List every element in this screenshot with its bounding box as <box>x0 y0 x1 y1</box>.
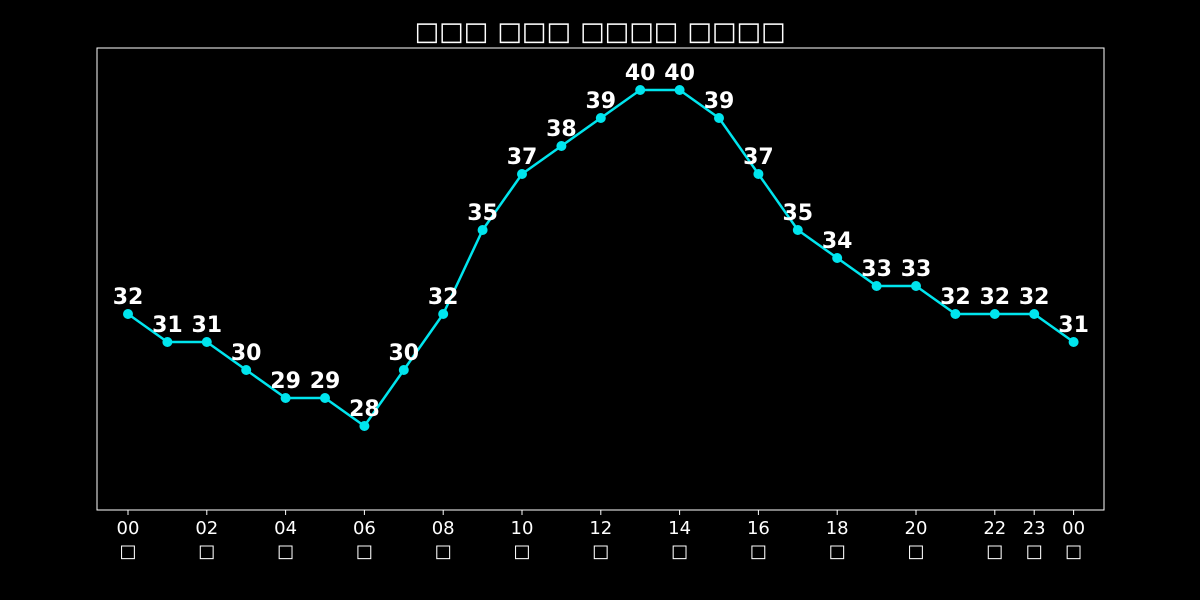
data-point <box>517 169 527 179</box>
data-label: 31 <box>1058 313 1089 338</box>
data-point <box>201 337 212 347</box>
data-point <box>320 393 330 403</box>
data-point <box>674 85 685 95</box>
data-label: 37 <box>743 145 774 170</box>
data-point <box>280 393 291 403</box>
data-label: 32 <box>940 285 971 310</box>
data-label: 34 <box>822 229 853 254</box>
data-point <box>1068 337 1079 347</box>
data-label: 39 <box>704 89 735 114</box>
data-point <box>556 141 567 151</box>
data-label: 37 <box>507 145 538 170</box>
x-tick-unit-label: □ <box>435 541 452 562</box>
data-label: 40 <box>625 61 656 86</box>
x-tick-label: 23 <box>1023 518 1046 539</box>
data-label: 30 <box>388 341 419 366</box>
data-label: 32 <box>979 285 1010 310</box>
x-tick-unit-label: □ <box>750 541 767 562</box>
series-group <box>123 85 1079 431</box>
data-labels-group: 32 31 31 30 29 29 28 30 32 35 37 38 39 40 40 39 37 35 34 33… <box>113 61 1089 422</box>
x-axis-ticks: 00□02□04□06□08□10□12□14□16□18□20□22□23□0… <box>117 510 1085 562</box>
x-tick-unit-label: □ <box>1065 541 1082 562</box>
data-label: 35 <box>782 201 813 226</box>
data-point <box>635 85 646 95</box>
data-point <box>911 281 921 291</box>
data-point <box>359 421 370 431</box>
data-point <box>871 281 882 291</box>
x-tick-unit-label: □ <box>198 541 215 562</box>
data-point <box>241 365 252 375</box>
x-tick-label: 16 <box>747 518 770 539</box>
x-tick-label: 00 <box>1062 518 1085 539</box>
data-label: 29 <box>310 369 341 394</box>
data-point <box>595 113 606 123</box>
x-tick-label: 06 <box>353 518 376 539</box>
x-tick-label: 20 <box>905 518 928 539</box>
data-label: 32 <box>1019 285 1050 310</box>
x-tick-unit-label: □ <box>513 541 530 562</box>
data-label: 28 <box>349 397 380 422</box>
x-tick-label: 22 <box>983 518 1006 539</box>
data-point <box>792 225 803 235</box>
data-label: 39 <box>585 89 616 114</box>
x-tick-unit-label: □ <box>119 541 136 562</box>
data-label: 30 <box>231 341 262 366</box>
x-tick-unit-label: □ <box>592 541 609 562</box>
x-tick-unit-label: □ <box>829 541 846 562</box>
data-point <box>162 337 173 347</box>
data-label: 31 <box>191 313 222 338</box>
data-label: 38 <box>546 117 577 142</box>
data-label: 35 <box>467 201 498 226</box>
data-label: 32 <box>428 285 459 310</box>
x-tick-unit-label: □ <box>907 541 924 562</box>
data-point <box>438 309 449 319</box>
data-label: 29 <box>270 369 301 394</box>
x-tick-unit-label: □ <box>277 541 294 562</box>
data-point <box>950 309 961 319</box>
data-label: 31 <box>152 313 183 338</box>
x-tick-label: 18 <box>826 518 849 539</box>
x-tick-label: 10 <box>511 518 534 539</box>
x-tick-label: 08 <box>432 518 455 539</box>
x-tick-unit-label: □ <box>986 541 1003 562</box>
data-point <box>123 309 133 319</box>
x-tick-unit-label: □ <box>671 541 688 562</box>
data-point <box>714 113 724 123</box>
x-tick-label: 04 <box>274 518 297 539</box>
data-point <box>398 365 409 375</box>
x-tick-label: 02 <box>195 518 218 539</box>
x-tick-label: 14 <box>668 518 691 539</box>
x-tick-label: 12 <box>589 518 612 539</box>
data-label: 33 <box>861 257 892 282</box>
data-point <box>477 225 488 235</box>
data-point <box>753 169 764 179</box>
data-point <box>832 253 843 263</box>
data-point <box>1029 309 1040 319</box>
data-point <box>989 309 1000 319</box>
data-label: 40 <box>664 61 695 86</box>
x-tick-unit-label: □ <box>1026 541 1043 562</box>
data-label: 32 <box>113 285 144 310</box>
x-tick-unit-label: □ <box>356 541 373 562</box>
data-label: 33 <box>901 257 932 282</box>
x-tick-label: 00 <box>117 518 140 539</box>
chart-title: □□□ □□□ □□□□ □□□□ <box>414 17 785 47</box>
